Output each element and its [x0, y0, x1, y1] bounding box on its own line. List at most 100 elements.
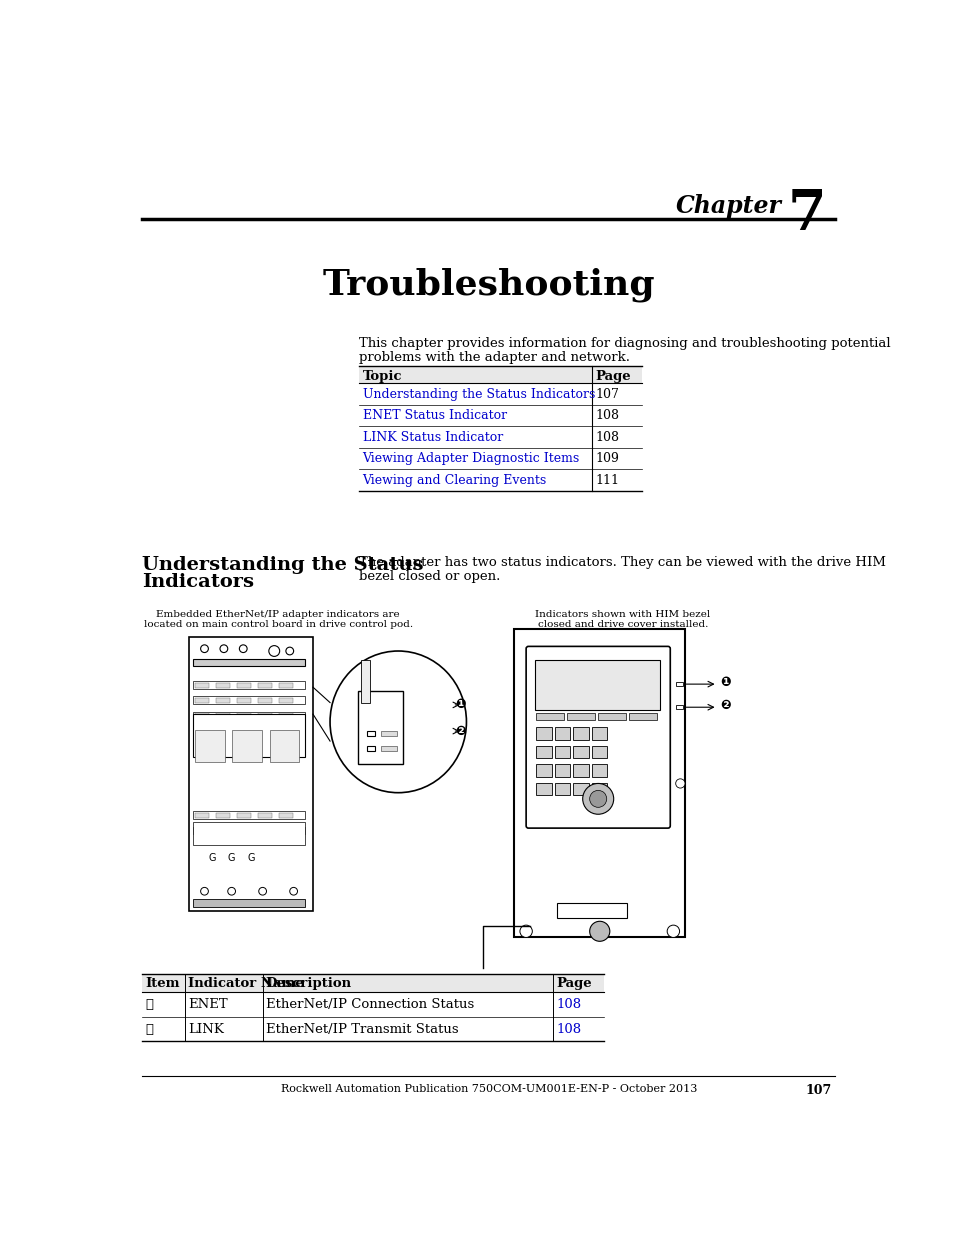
Text: ❷: ❷ — [146, 1023, 153, 1036]
Circle shape — [290, 888, 297, 895]
Bar — [216, 829, 230, 834]
Text: 108: 108 — [556, 998, 581, 1011]
Bar — [629, 714, 657, 720]
Bar — [557, 903, 626, 918]
Text: ❶: ❶ — [455, 699, 465, 711]
Bar — [236, 714, 251, 719]
Bar — [278, 714, 293, 719]
Bar — [142, 973, 603, 992]
Bar — [278, 683, 293, 688]
Bar — [236, 729, 251, 734]
Bar — [236, 683, 251, 688]
Bar — [257, 698, 272, 704]
Circle shape — [200, 888, 208, 895]
Text: Indicators: Indicators — [142, 573, 254, 592]
Text: G: G — [228, 852, 235, 863]
Text: LINK: LINK — [188, 1023, 224, 1036]
Ellipse shape — [330, 651, 466, 793]
Bar — [278, 698, 293, 704]
Bar — [536, 783, 551, 795]
Bar — [592, 727, 607, 740]
Text: This chapter provides information for diagnosing and troubleshooting potential: This chapter provides information for di… — [359, 337, 890, 350]
Bar — [359, 366, 641, 383]
Bar — [195, 729, 209, 734]
Bar — [381, 731, 396, 736]
Text: Understanding the Status Indicators: Understanding the Status Indicators — [362, 388, 595, 400]
Bar — [257, 729, 272, 734]
Bar — [536, 714, 563, 720]
Bar — [278, 729, 293, 734]
Bar — [573, 746, 588, 758]
Text: 108: 108 — [595, 431, 618, 443]
Bar — [555, 727, 570, 740]
Text: ❷: ❷ — [720, 699, 730, 713]
Text: Indicator Name: Indicator Name — [188, 977, 304, 990]
Bar — [278, 813, 293, 818]
Text: 108: 108 — [556, 1023, 581, 1036]
Bar — [193, 811, 305, 819]
Circle shape — [589, 790, 606, 808]
Bar — [592, 746, 607, 758]
Bar — [195, 829, 209, 834]
Bar — [555, 783, 570, 795]
Bar — [189, 637, 313, 910]
Text: LINK Status Indicator: LINK Status Indicator — [362, 431, 502, 443]
Text: Viewing Adapter Diagnostic Items: Viewing Adapter Diagnostic Items — [362, 452, 579, 466]
Bar — [573, 764, 588, 777]
Bar — [278, 829, 293, 834]
Bar — [270, 730, 298, 762]
Text: Description: Description — [266, 977, 352, 990]
Bar — [193, 714, 305, 757]
Circle shape — [220, 645, 228, 652]
Text: ❷: ❷ — [455, 725, 465, 737]
Bar — [195, 683, 209, 688]
Circle shape — [286, 647, 294, 655]
Bar — [216, 813, 230, 818]
Bar — [195, 813, 209, 818]
Text: bezel closed or open.: bezel closed or open. — [359, 571, 500, 583]
Bar — [598, 714, 625, 720]
Bar — [257, 813, 272, 818]
Bar — [360, 661, 370, 703]
Circle shape — [239, 645, 247, 652]
Bar — [257, 683, 272, 688]
Bar — [193, 823, 305, 845]
Bar — [534, 661, 659, 710]
Bar — [567, 714, 595, 720]
Text: G: G — [208, 852, 215, 863]
Text: EtherNet/IP Connection Status: EtherNet/IP Connection Status — [266, 998, 474, 1011]
Bar — [195, 698, 209, 704]
Text: The adapter has two status indicators. They can be viewed with the drive HIM: The adapter has two status indicators. T… — [359, 556, 885, 569]
Bar — [193, 711, 305, 720]
Bar — [536, 764, 551, 777]
Bar — [536, 727, 551, 740]
Bar — [357, 692, 402, 764]
Circle shape — [228, 888, 235, 895]
Circle shape — [258, 888, 266, 895]
Text: 107: 107 — [595, 388, 618, 400]
Bar — [233, 730, 261, 762]
Bar — [367, 731, 375, 736]
Bar — [236, 829, 251, 834]
Bar — [592, 764, 607, 777]
Bar — [555, 746, 570, 758]
Bar — [193, 697, 305, 704]
Text: 111: 111 — [595, 474, 618, 487]
Text: Page: Page — [595, 370, 630, 383]
Circle shape — [519, 925, 532, 937]
Bar — [193, 826, 305, 835]
Bar — [514, 630, 684, 937]
Text: Page: Page — [556, 977, 592, 990]
Circle shape — [675, 779, 684, 788]
Bar — [675, 682, 682, 685]
Bar — [193, 680, 305, 689]
Text: Item: Item — [146, 977, 180, 990]
Text: ENET Status Indicator: ENET Status Indicator — [362, 409, 506, 422]
Bar — [592, 783, 607, 795]
Bar — [195, 730, 224, 762]
Bar — [573, 783, 588, 795]
Text: closed and drive cover installed.: closed and drive cover installed. — [537, 620, 707, 629]
Circle shape — [589, 921, 609, 941]
Text: located on main control board in drive control pod.: located on main control board in drive c… — [143, 620, 413, 629]
Text: Chapter: Chapter — [675, 194, 781, 219]
